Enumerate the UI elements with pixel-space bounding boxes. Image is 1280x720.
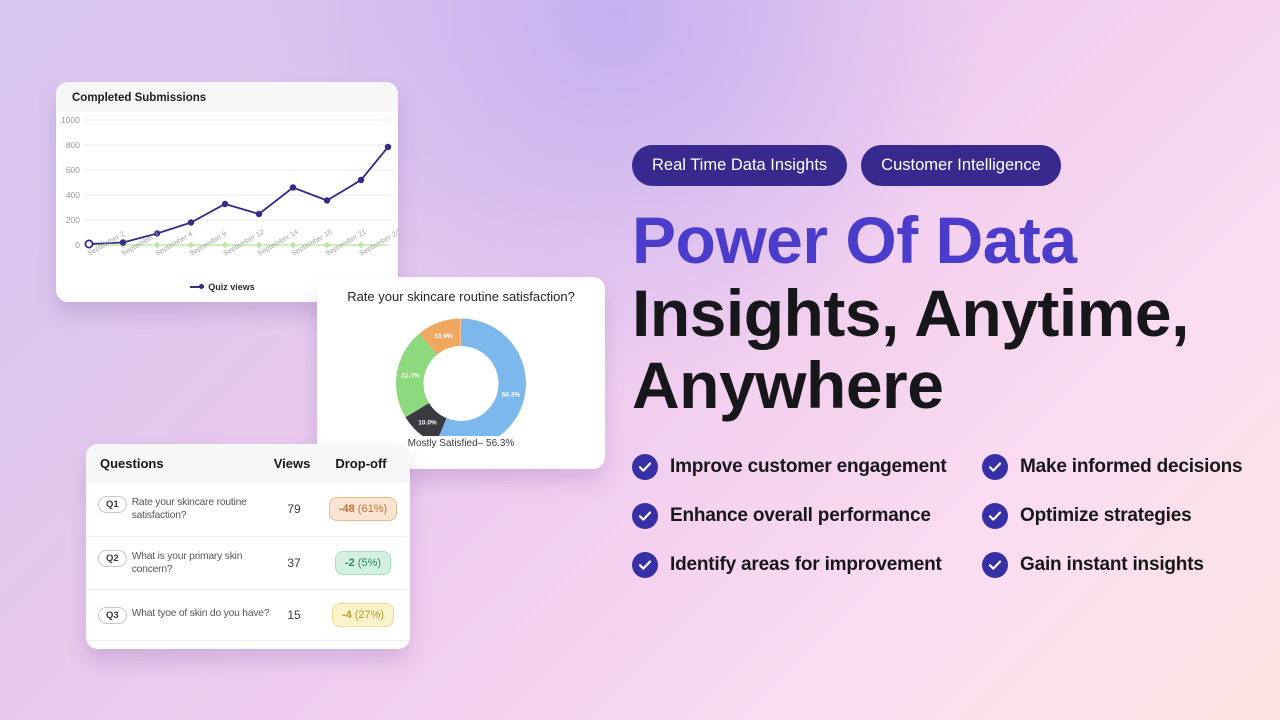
svg-text:200: 200 bbox=[66, 215, 80, 225]
svg-text:56.3%: 56.3% bbox=[502, 392, 521, 399]
svg-text:600: 600 bbox=[66, 165, 80, 175]
svg-text:0: 0 bbox=[75, 240, 80, 250]
svg-text:400: 400 bbox=[66, 190, 80, 200]
svg-text:10.9%: 10.9% bbox=[434, 333, 453, 340]
svg-text:September 9: September 9 bbox=[188, 229, 229, 258]
svg-text:22.7%: 22.7% bbox=[401, 373, 420, 380]
svg-text:1000: 1000 bbox=[61, 115, 80, 125]
svg-text:800: 800 bbox=[66, 140, 80, 150]
svg-text:10.0%: 10.0% bbox=[418, 420, 437, 427]
